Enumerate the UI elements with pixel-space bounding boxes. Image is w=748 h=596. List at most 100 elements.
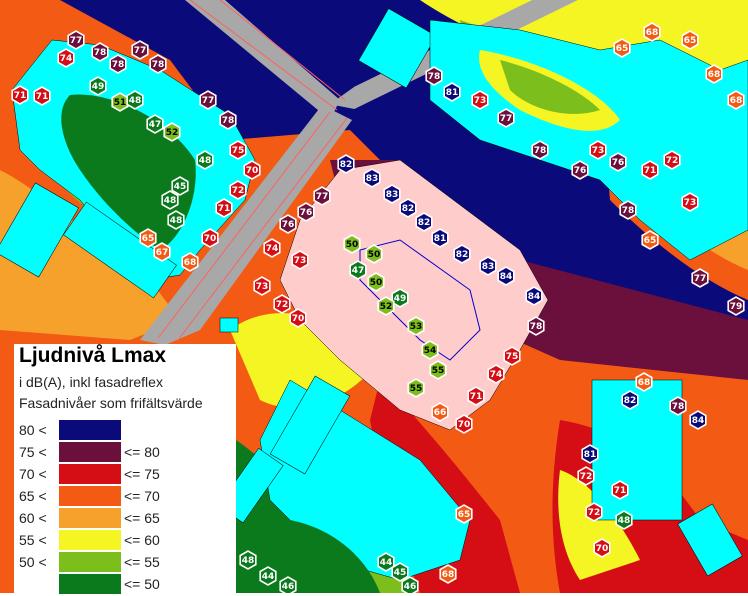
facade-value-label: 48 [170,216,183,226]
facade-value-label: 68 [184,258,197,268]
facade-value-label: 44 [262,572,275,582]
facade-value-label: 75 [232,146,245,156]
facade-value-label: 81 [584,450,597,460]
facade-value-label: 76 [282,220,295,230]
facade-value-label: 73 [256,282,269,292]
legend-row-high: <= 60 [124,532,160,548]
legend-subtitle-1: i dB(A), inkl fasadreflex [19,374,163,390]
facade-value-label: 72 [666,156,679,166]
facade-value-label: 77 [70,36,83,46]
facade-value-label: 49 [92,82,105,92]
facade-value-label: 65 [644,236,657,246]
facade-value-label: 65 [684,36,697,46]
legend-row: 50 < <= 55 [14,552,236,574]
facade-value-label: 82 [418,218,431,228]
facade-value-label: 70 [458,420,471,430]
facade-value-label: 79 [730,302,743,312]
facade-value-label: 77 [694,274,707,284]
legend-row: 70 < <= 75 [14,464,236,486]
facade-value-label: 78 [534,146,547,156]
facade-value-label: 73 [474,96,487,106]
legend-row-low: 55 < [19,532,59,548]
facade-value-label: 67 [156,248,169,258]
facade-value-label: 72 [588,508,601,518]
facade-value-label: 65 [458,510,471,520]
facade-value-label: 78 [622,206,635,216]
legend-row-high: <= 55 [124,554,160,570]
facade-value-label: 53 [410,322,423,332]
facade-value-label: 70 [204,234,217,244]
facade-value-label: 71 [470,392,483,402]
facade-value-label: 83 [366,174,379,184]
facade-value-label: 71 [218,204,231,214]
facade-value-label: 51 [114,98,127,108]
legend-swatch [59,420,121,440]
facade-value-label: 68 [730,96,743,106]
facade-value-label: 68 [638,378,651,388]
facade-value-label: 72 [276,300,289,310]
facade-value-label: 73 [684,198,697,208]
facade-value-label: 70 [596,544,609,554]
legend-title: Ljudnivå Lmax [19,344,166,368]
legend-swatch [59,508,121,528]
facade-value-label: 84 [692,416,705,426]
facade-value-label: 71 [36,92,49,102]
facade-value-label: 71 [614,486,627,496]
facade-value-label: 54 [424,346,437,356]
facade-value-label: 68 [708,70,721,80]
building-kiosk [220,318,238,332]
legend-swatch [59,486,121,506]
legend-row: 75 <<= 80 [14,442,236,464]
facade-value-label: 50 [368,250,381,260]
facade-value-label: 70 [292,314,305,324]
legend-row: 65 <<= 70 [14,486,236,508]
facade-value-label: 74 [266,244,279,254]
facade-value-label: 78 [672,402,685,412]
facade-value-label: 82 [456,250,469,260]
facade-value-label: 48 [199,156,212,166]
facade-value-label: 55 [432,366,445,376]
facade-value-label: 72 [580,472,593,482]
facade-value-label: 72 [232,186,245,196]
facade-value-label: 48 [129,96,142,106]
legend: Ljudnivå Lmax i dB(A), inkl fasadreflex … [14,344,236,593]
legend-row-high: <= 80 [124,444,160,460]
facade-value-label: 75 [506,352,519,362]
facade-value-label: 77 [202,96,215,106]
facade-value-label: 68 [646,28,659,38]
facade-value-label: 81 [434,234,447,244]
legend-row-high: <= 75 [124,466,160,482]
facade-value-label: 77 [500,114,513,124]
legend-row-low: 80 < [19,422,59,438]
legend-row: 60 < <= 65 [14,508,236,530]
legend-row: 55 < <= 60 [14,530,236,552]
facade-value-label: 49 [394,294,407,304]
legend-row-low: 60 < [19,510,59,526]
facade-value-label: 45 [394,568,407,578]
legend-swatch [59,464,121,484]
facade-value-label: 83 [386,190,399,200]
facade-value-label: 81 [446,88,459,98]
facade-value-label: 52 [380,302,393,312]
facade-value-label: 78 [112,60,125,70]
legend-row-low: 70 < [19,466,59,482]
legend-swatch [59,574,121,594]
legend-row-low: 50 < [19,554,59,570]
legend-row-high: <= 65 [124,510,160,526]
facade-value-label: 70 [246,166,259,176]
facade-value-label: 76 [612,158,625,168]
legend-row-high: <= 50 [124,576,160,592]
facade-value-label: 65 [616,44,629,54]
facade-value-label: 65 [142,234,155,244]
facade-value-label: 78 [94,48,107,58]
facade-value-label: 68 [442,570,455,580]
facade-value-label: 73 [592,146,605,156]
legend-swatch [59,552,121,572]
facade-value-label: 73 [294,256,307,266]
facade-value-label: 76 [574,166,587,176]
facade-value-label: 78 [530,322,543,332]
facade-value-label: 84 [500,272,513,282]
facade-value-label: 71 [644,166,657,176]
facade-value-label: 46 [404,582,417,592]
facade-value-label: 45 [174,182,187,192]
